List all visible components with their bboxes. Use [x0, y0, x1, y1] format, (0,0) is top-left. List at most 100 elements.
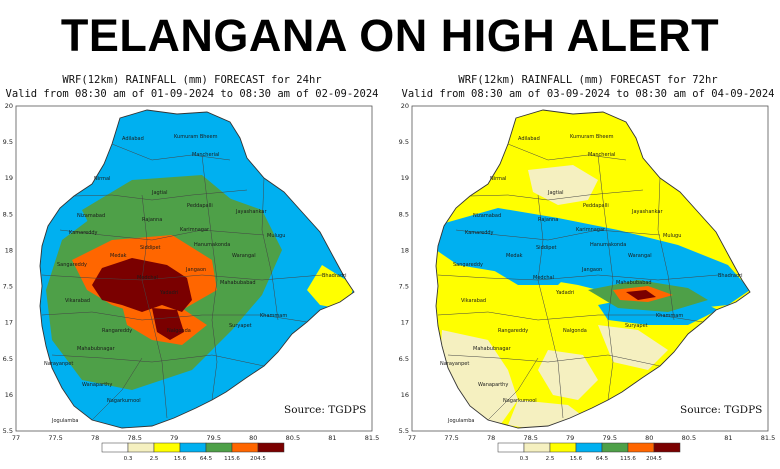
- svg-text:20: 20: [401, 102, 409, 110]
- svg-text:81: 81: [328, 434, 336, 442]
- district-label: Medak: [110, 253, 127, 259]
- svg-text:78.5: 78.5: [127, 434, 141, 442]
- district-label: Nalgonda: [563, 328, 587, 334]
- district-label: Adilabad: [518, 136, 540, 142]
- svg-text:79.5: 79.5: [207, 434, 221, 442]
- y-axis-ticks: 20 19.5 19 18.5 18 17.5 17 16.5 16 15.5: [2, 102, 13, 435]
- district-label: Jogulamba: [51, 418, 78, 424]
- district-label: Wanaparthy: [82, 382, 112, 388]
- district-label: Jagtial: [151, 190, 168, 196]
- district-label: Rajanna: [538, 217, 558, 223]
- svg-text:2.5: 2.5: [546, 456, 555, 462]
- rainfall-map: Adilabad Kumuram Bheem Mancherial Nirmal…: [398, 102, 775, 462]
- svg-text:79: 79: [170, 434, 178, 442]
- svg-text:64.5: 64.5: [596, 456, 609, 462]
- map-title: WRF(12km) RAINFALL (mm) FORECAST for 24h…: [62, 74, 322, 86]
- district-label: Jogulamba: [447, 418, 474, 424]
- district-label: Nirmal: [490, 176, 506, 182]
- district-label: Hanumakonda: [590, 242, 626, 248]
- district-label: Medak: [506, 253, 523, 259]
- legend: 0.3 2.5 15.6 64.5 115.6 204.5: [101, 442, 285, 462]
- district-label: Jayashankar: [235, 209, 267, 215]
- svg-text:79.5: 79.5: [603, 434, 617, 442]
- svg-text:19.5: 19.5: [2, 138, 13, 146]
- svg-text:80.5: 80.5: [286, 434, 300, 442]
- legend: 0.3 2.5 15.6 64.5 115.6 204.5: [497, 442, 681, 462]
- district-label: Rangareddy: [498, 328, 528, 334]
- svg-text:64.5: 64.5: [200, 456, 213, 462]
- district-label: Jangaon: [185, 267, 206, 273]
- district-label: Nagarkurnool: [503, 398, 537, 404]
- svg-text:80: 80: [645, 434, 653, 442]
- svg-text:16: 16: [5, 391, 13, 399]
- svg-text:81.5: 81.5: [365, 434, 379, 442]
- svg-text:17.5: 17.5: [398, 283, 409, 291]
- svg-text:78.5: 78.5: [523, 434, 537, 442]
- svg-text:18: 18: [5, 246, 13, 254]
- district-label: Kamareddy: [69, 230, 98, 236]
- district-label: Sangareddy: [57, 262, 87, 268]
- svg-text:78: 78: [91, 434, 99, 442]
- district-label: Narayanpet: [440, 361, 469, 367]
- svg-text:15.5: 15.5: [398, 427, 409, 435]
- legend-swatch: [205, 442, 233, 453]
- district-label: Medchal: [533, 275, 554, 281]
- district-label: Siddipet: [140, 245, 161, 251]
- district-label: Suryapet: [625, 323, 648, 329]
- legend-swatch: [497, 442, 525, 453]
- legend-swatch: [575, 442, 603, 453]
- svg-text:115.6: 115.6: [224, 456, 240, 462]
- district-label: Rangareddy: [102, 328, 132, 334]
- svg-text:78: 78: [487, 434, 495, 442]
- district-label: Mahabubabad: [616, 280, 652, 286]
- district-label: Mancherial: [192, 152, 219, 158]
- svg-text:16.5: 16.5: [398, 355, 409, 363]
- svg-text:18: 18: [401, 246, 409, 254]
- svg-text:15.5: 15.5: [2, 427, 13, 435]
- svg-text:77: 77: [12, 434, 20, 442]
- rainfall-map: Adilabad Kumuram Bheem Mancherial Nirmal…: [2, 102, 379, 462]
- svg-text:18.5: 18.5: [2, 210, 13, 218]
- district-label: Khammam: [656, 313, 683, 319]
- legend-swatch: [231, 442, 259, 453]
- svg-text:79: 79: [566, 434, 574, 442]
- district-label: Warangal: [628, 253, 652, 259]
- svg-text:19: 19: [5, 174, 13, 182]
- district-label: Mancherial: [588, 152, 615, 158]
- district-label: Karimnagar: [576, 227, 606, 233]
- svg-text:15.6: 15.6: [174, 456, 187, 462]
- svg-text:16.5: 16.5: [2, 355, 13, 363]
- state-outline: [435, 109, 751, 429]
- forecast-panel-24hr: WRF(12km) RAINFALL (mm) FORECAST for 24h…: [2, 72, 382, 467]
- district-label: Jangaon: [581, 267, 602, 273]
- district-label: Suryapet: [229, 323, 252, 329]
- source-credit: Source: TGDPS: [680, 404, 762, 416]
- district-label: Nalgonda: [167, 328, 191, 334]
- svg-text:17: 17: [5, 319, 13, 327]
- legend-swatch: [101, 442, 129, 453]
- legend-swatch: [653, 442, 681, 453]
- svg-text:19: 19: [401, 174, 409, 182]
- district-label: Vikarabad: [65, 298, 90, 304]
- district-label: Kamareddy: [465, 230, 494, 236]
- district-label: Mahabubabad: [220, 280, 256, 286]
- district-label: Nizamabad: [473, 213, 501, 219]
- legend-swatch: [601, 442, 629, 453]
- district-label: Jayashankar: [631, 209, 663, 215]
- svg-text:77.5: 77.5: [444, 434, 458, 442]
- district-label: Khammam: [260, 313, 287, 319]
- svg-text:0.3: 0.3: [124, 456, 133, 462]
- district-label: Warangal: [232, 253, 256, 259]
- source-credit: Source: TGDPS: [284, 404, 366, 416]
- svg-text:204.5: 204.5: [250, 456, 266, 462]
- svg-text:15.6: 15.6: [570, 456, 583, 462]
- district-label: Kumuram Bheem: [570, 134, 614, 140]
- district-label: Siddipet: [536, 245, 557, 251]
- svg-text:80.5: 80.5: [682, 434, 696, 442]
- y-axis-ticks: 20 19.5 19 18.5 18 17.5 17 16.5 16 15.5: [398, 102, 409, 435]
- forecast-panel-72hr: WRF(12km) RAINFALL (mm) FORECAST for 72h…: [398, 72, 778, 467]
- svg-text:81: 81: [724, 434, 732, 442]
- district-label: Narayanpet: [44, 361, 73, 367]
- svg-text:17: 17: [401, 319, 409, 327]
- district-label: Karimnagar: [180, 227, 210, 233]
